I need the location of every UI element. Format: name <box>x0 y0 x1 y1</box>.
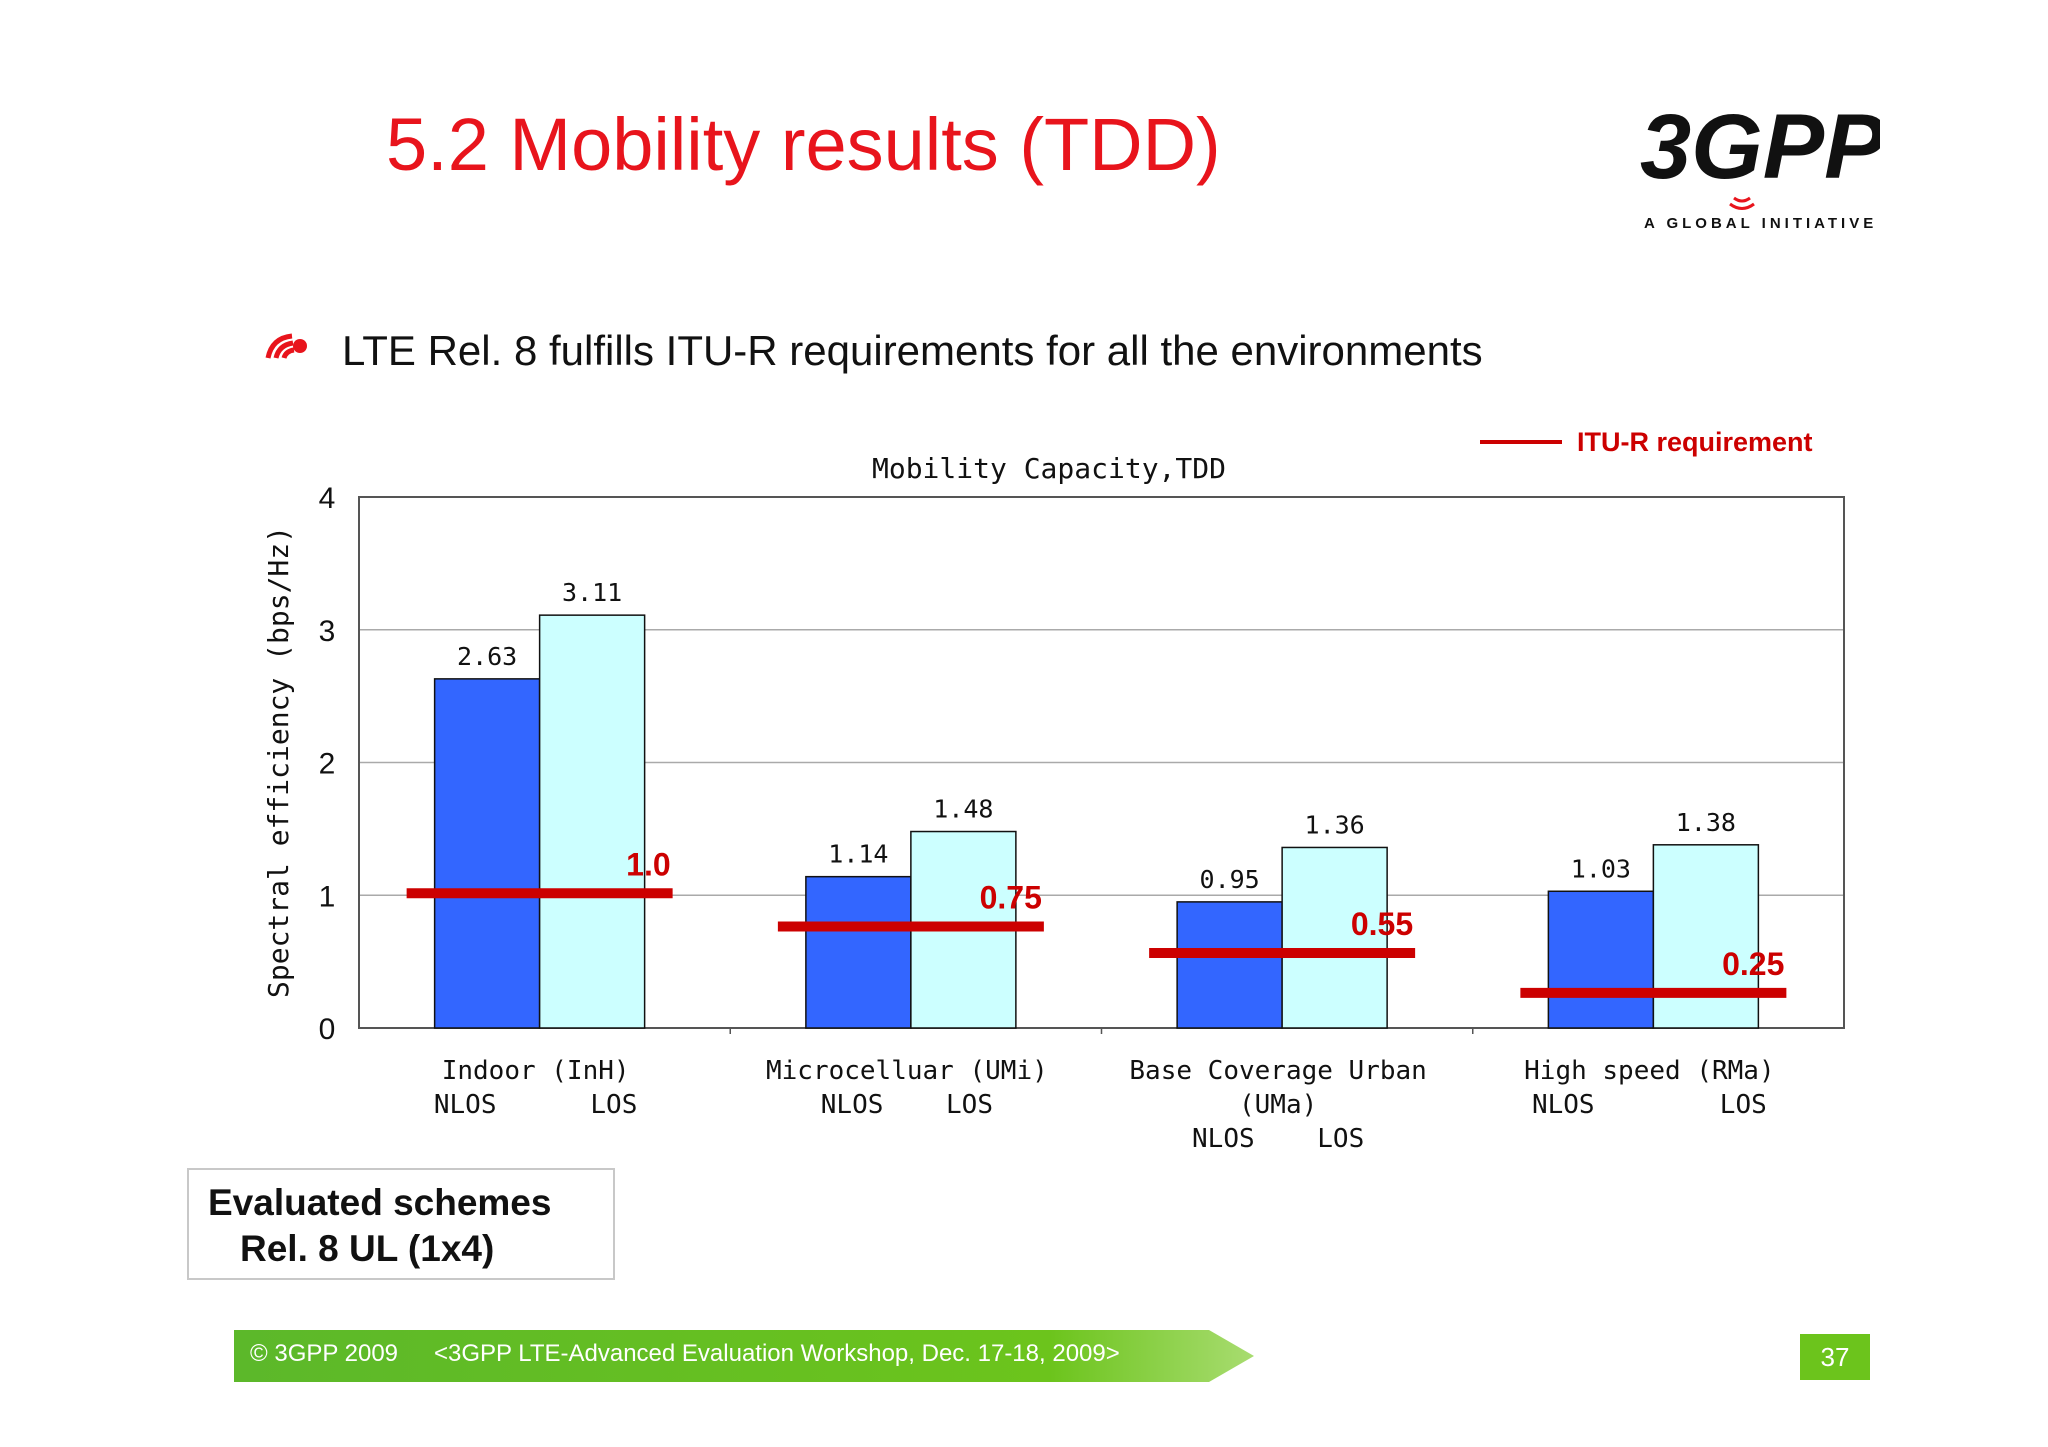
x-category-label: High speed (RMa) <box>1524 1056 1774 1086</box>
3gpp-logo: 3GPP A GLOBAL INITIATIVE <box>1640 96 1880 232</box>
footer-copyright: © 3GPP 2009 <box>250 1340 399 1367</box>
bullet-text: LTE Rel. 8 fulfills ITU-R requirements f… <box>342 327 1483 374</box>
bar-value-label: 1.03 <box>1571 854 1631 883</box>
requirement-label: 0.75 <box>980 879 1042 915</box>
x-category-label: Indoor (InH) <box>442 1056 630 1086</box>
plot-area-border <box>358 496 1845 1029</box>
x-category-label: NLOS LOS <box>1532 1090 1767 1120</box>
requirement-lines <box>406 888 1787 998</box>
x-category-labels: Indoor (InH) NLOS LOS Microcelluar (UMi) NL… <box>434 1056 1775 1154</box>
requirement-labels: 1.0 0.75 0.55 0.25 <box>626 846 1784 982</box>
chart-title: Mobility Capacity,TDD <box>872 452 1226 485</box>
schemes-value: Rel. 8 UL (1x4) <box>240 1228 495 1269</box>
page-number-box: 37 <box>1800 1334 1870 1380</box>
evaluated-schemes-box: Evaluated schemes Rel. 8 UL (1x4) <box>187 1168 615 1280</box>
footer-event: <3GPP LTE-Advanced Evaluation Workshop, … <box>434 1340 1120 1367</box>
bar-nlos <box>1547 890 1655 1029</box>
bar-value-label: 3.11 <box>562 578 622 607</box>
bars <box>433 614 1760 1029</box>
requirement-label: 1.0 <box>626 846 670 882</box>
bar-value-label: 2.63 <box>457 642 517 671</box>
bar-los <box>1281 846 1388 1029</box>
y-tick-label: 4 <box>319 482 336 515</box>
bar-value-label: 1.38 <box>1676 808 1736 837</box>
bar-value-label: 0.95 <box>1200 865 1260 894</box>
bar-los <box>538 614 646 1029</box>
x-category-label: NLOS LOS <box>1192 1124 1364 1154</box>
x-category-label: NLOS LOS <box>821 1090 993 1120</box>
y-tick-label: 1 <box>319 880 336 913</box>
slide-title: 5.2 Mobility results (TDD) <box>386 103 1221 186</box>
legend-label: ITU-R requirement <box>1577 427 1813 457</box>
y-tick-labels: 0 1 2 3 4 <box>319 482 336 1046</box>
x-category-label: (UMa) <box>1239 1090 1317 1120</box>
bar-value-label: 1.14 <box>828 840 888 869</box>
bar-value-label: 1.36 <box>1305 810 1365 839</box>
requirement-label: 0.25 <box>1722 946 1784 982</box>
logo-tagline: A GLOBAL INITIATIVE <box>1644 215 1877 232</box>
bar-nlos <box>805 875 912 1029</box>
y-axis-label: Spectral efficiency (bps/Hz) <box>262 526 295 998</box>
requirement-label: 0.55 <box>1351 906 1413 942</box>
y-tick-label: 3 <box>319 615 336 648</box>
y-tick-label: 2 <box>319 748 336 781</box>
x-category-label: NLOS LOS <box>434 1090 638 1120</box>
x-category-label: Microcelluar (UMi) <box>766 1056 1048 1086</box>
bar-value-label: 1.48 <box>933 795 993 824</box>
value-labels: 2.63 3.11 1.14 1.48 0.95 1.36 1.03 1.38 <box>457 578 1736 894</box>
y-tick-label: 0 <box>319 1013 336 1046</box>
bullet-wave-icon <box>265 333 307 359</box>
x-category-label: Base Coverage Urban <box>1129 1056 1426 1086</box>
logo-text: 3GPP <box>1640 96 1880 198</box>
bar-nlos <box>433 678 541 1029</box>
bar-los <box>1652 844 1760 1029</box>
footer-bar <box>234 1330 1254 1382</box>
page-number: 37 <box>1820 1342 1850 1372</box>
bar-nlos <box>1176 901 1283 1029</box>
schemes-heading: Evaluated schemes <box>208 1182 552 1223</box>
